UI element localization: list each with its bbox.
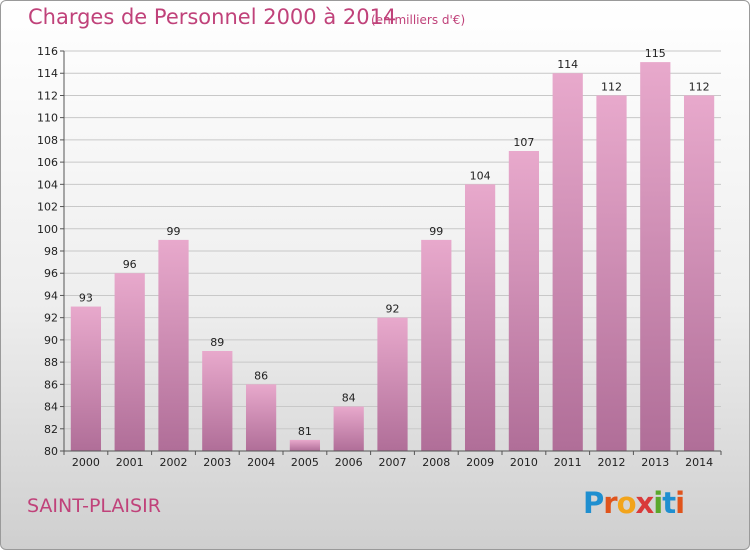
bar-2007 <box>377 317 408 451</box>
logo-letter: P <box>583 486 604 520</box>
data-label: 81 <box>298 425 312 438</box>
y-tick-label: 94 <box>44 289 58 302</box>
data-label: 86 <box>254 369 268 382</box>
y-tick-label: 104 <box>37 178 58 191</box>
y-tick-label: 108 <box>37 134 58 147</box>
data-label: 89 <box>210 336 224 349</box>
data-label: 114 <box>557 58 578 71</box>
y-tick-label: 96 <box>44 267 58 280</box>
bar-2005 <box>289 439 321 451</box>
bar-2014 <box>683 95 715 451</box>
bars <box>70 62 715 452</box>
bar-2013 <box>640 62 671 451</box>
data-label: 84 <box>342 392 356 405</box>
bar-2006 <box>333 406 364 451</box>
y-tick-label: 90 <box>44 334 58 347</box>
y-tick-label: 80 <box>44 445 58 458</box>
y-tick-label: 98 <box>44 245 58 258</box>
bar-2008 <box>421 239 452 451</box>
location-name: SAINT-PLAISIR <box>27 495 161 517</box>
data-label: 115 <box>645 47 666 60</box>
y-tick-label: 114 <box>37 67 58 80</box>
y-tick-label: 86 <box>44 378 58 391</box>
x-tick-label: 2003 <box>203 456 231 469</box>
labels: 80 82 84 86 88 90 92 94 96 98 100 102 104 106 108 110 11… <box>37 45 713 469</box>
x-tick-label: 2004 <box>247 456 275 469</box>
x-tick-label: 2008 <box>422 456 450 469</box>
bar-2009 <box>464 184 496 452</box>
chart-subtitle: (en milliers d'€) <box>371 13 466 27</box>
y-tick-label: 88 <box>44 356 58 369</box>
x-tick-label: 2001 <box>116 456 144 469</box>
x-tick-label: 2010 <box>510 456 538 469</box>
logo-letter: t <box>662 486 676 520</box>
y-tick-label: 106 <box>37 156 58 169</box>
data-label: 96 <box>123 258 137 271</box>
bar-2010 <box>508 151 540 451</box>
bar-2011 <box>552 73 583 451</box>
y-tick-label: 116 <box>37 45 58 58</box>
chart-title: Charges de Personnel 2000 à 2014 <box>28 5 397 29</box>
bar-2002 <box>158 239 189 451</box>
proxiti-logo[interactable]: Proxiti <box>583 486 685 520</box>
bar-2004 <box>245 384 277 451</box>
bar-2003 <box>202 351 233 451</box>
x-tick-label: 2012 <box>598 456 626 469</box>
y-tick-label: 84 <box>44 401 58 414</box>
logo-letter: x <box>635 486 655 520</box>
data-label: 92 <box>386 303 400 316</box>
bar-2012 <box>596 95 627 451</box>
x-tick-label: 2011 <box>554 456 582 469</box>
data-label: 99 <box>429 225 443 238</box>
x-tick-label: 2009 <box>466 456 494 469</box>
bar-2001 <box>114 273 145 451</box>
bar-2000 <box>70 306 102 451</box>
x-tick-label: 2007 <box>379 456 407 469</box>
x-tick-label: 2013 <box>641 456 669 469</box>
x-tick-label: 2006 <box>335 456 363 469</box>
data-label: 112 <box>689 80 710 93</box>
x-tick-label: 2002 <box>160 456 188 469</box>
x-tick-label: 2014 <box>685 456 713 469</box>
logo-letter: i <box>653 486 663 520</box>
y-tick-label: 100 <box>37 223 58 236</box>
data-label: 93 <box>79 292 93 305</box>
data-label: 107 <box>513 136 534 149</box>
logo-letter: r <box>603 486 617 520</box>
axes <box>60 50 722 455</box>
y-tick-label: 92 <box>44 312 58 325</box>
y-tick-label: 102 <box>37 201 58 214</box>
data-label: 104 <box>470 169 491 182</box>
data-label: 112 <box>601 80 622 93</box>
x-tick-label: 2000 <box>72 456 100 469</box>
y-tick-label: 110 <box>37 112 58 125</box>
logo-letter: o <box>616 486 637 520</box>
data-label: 99 <box>167 225 181 238</box>
logo-letter: i <box>675 486 685 520</box>
y-tick-label: 112 <box>37 89 58 102</box>
x-tick-label: 2005 <box>291 456 319 469</box>
y-tick-label: 82 <box>44 423 58 436</box>
